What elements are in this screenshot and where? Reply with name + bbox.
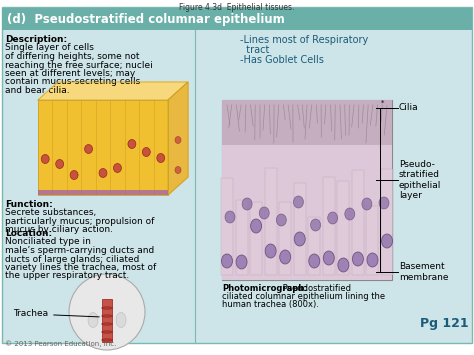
Text: variety lines the trachea, most of: variety lines the trachea, most of: [5, 263, 156, 272]
Bar: [279, 202, 291, 275]
Text: and bear cilia.: and bear cilia.: [5, 86, 70, 95]
Ellipse shape: [265, 244, 276, 258]
Ellipse shape: [236, 255, 247, 269]
Ellipse shape: [101, 307, 112, 309]
Ellipse shape: [367, 253, 378, 267]
Ellipse shape: [142, 147, 150, 157]
Text: particularly mucus; propulsion of: particularly mucus; propulsion of: [5, 217, 155, 226]
Text: Nonciliated type in: Nonciliated type in: [5, 237, 91, 246]
Text: Trachea: Trachea: [13, 310, 99, 318]
Text: Location:: Location:: [5, 229, 52, 238]
Bar: [352, 170, 364, 275]
Text: -Lines most of Respiratory: -Lines most of Respiratory: [240, 35, 368, 45]
Text: Pseudo-
stratified
epithelial
layer: Pseudo- stratified epithelial layer: [399, 160, 441, 200]
Ellipse shape: [113, 164, 121, 173]
Ellipse shape: [280, 250, 291, 264]
Ellipse shape: [309, 254, 320, 268]
Ellipse shape: [382, 234, 392, 248]
Bar: [323, 177, 335, 275]
Ellipse shape: [99, 169, 107, 178]
Text: Single layer of cells: Single layer of cells: [5, 44, 94, 53]
Ellipse shape: [55, 159, 64, 169]
Text: Cilia: Cilia: [399, 104, 419, 113]
Ellipse shape: [157, 153, 165, 163]
Bar: [222, 145, 392, 280]
Ellipse shape: [175, 137, 181, 143]
Text: reaching the free surface; nuclei: reaching the free surface; nuclei: [5, 60, 153, 70]
Bar: [38, 100, 168, 195]
Text: of differing heights, some not: of differing heights, some not: [5, 52, 139, 61]
Text: Function:: Function:: [5, 200, 53, 209]
Ellipse shape: [101, 339, 112, 341]
Ellipse shape: [70, 170, 78, 180]
Ellipse shape: [362, 198, 372, 210]
Text: Pseudostratified: Pseudostratified: [280, 284, 351, 293]
Ellipse shape: [175, 166, 181, 174]
Ellipse shape: [128, 140, 136, 148]
Text: tract: tract: [240, 45, 269, 55]
Text: ducts of large glands; ciliated: ducts of large glands; ciliated: [5, 255, 139, 263]
Text: male’s sperm-carrying ducts and: male’s sperm-carrying ducts and: [5, 246, 154, 255]
Ellipse shape: [221, 254, 233, 268]
Text: *: *: [381, 100, 384, 106]
Ellipse shape: [251, 219, 262, 233]
Ellipse shape: [101, 331, 112, 333]
Ellipse shape: [323, 251, 334, 265]
Text: ciliated columnar epithelium lining the: ciliated columnar epithelium lining the: [222, 292, 385, 301]
Text: Secrete substances,: Secrete substances,: [5, 208, 96, 218]
Ellipse shape: [338, 258, 349, 272]
Ellipse shape: [379, 197, 389, 209]
Text: Figure 4.3d  Epithelial tissues.: Figure 4.3d Epithelial tissues.: [179, 3, 295, 12]
Ellipse shape: [101, 323, 112, 325]
Text: the upper respiratory tract.: the upper respiratory tract.: [5, 272, 129, 280]
Bar: [222, 100, 392, 280]
Ellipse shape: [328, 212, 337, 224]
Ellipse shape: [88, 312, 98, 328]
Bar: [366, 206, 378, 275]
Ellipse shape: [345, 208, 355, 220]
Ellipse shape: [352, 252, 364, 266]
Text: Basement
membrane: Basement membrane: [399, 262, 448, 282]
Polygon shape: [38, 82, 188, 100]
Text: mucus by ciliary action.: mucus by ciliary action.: [5, 225, 113, 235]
Ellipse shape: [293, 196, 303, 208]
Circle shape: [69, 274, 145, 350]
Bar: [102, 299, 112, 342]
Bar: [250, 202, 262, 275]
Ellipse shape: [116, 312, 126, 328]
Ellipse shape: [84, 144, 92, 153]
Bar: [38, 190, 168, 195]
Text: contain mucus-secreting cells: contain mucus-secreting cells: [5, 77, 140, 87]
Bar: [221, 178, 233, 275]
Bar: [308, 217, 320, 275]
Ellipse shape: [259, 207, 269, 219]
Bar: [337, 181, 349, 275]
Bar: [381, 169, 393, 275]
Ellipse shape: [225, 211, 235, 223]
Ellipse shape: [242, 198, 252, 210]
Polygon shape: [168, 82, 188, 195]
Bar: [264, 168, 277, 275]
Ellipse shape: [294, 232, 305, 246]
Bar: [222, 100, 392, 145]
Text: © 2013 Pearson Education, Inc.: © 2013 Pearson Education, Inc.: [5, 340, 117, 347]
Text: Pg 121: Pg 121: [420, 317, 469, 330]
Text: seen at different levels; may: seen at different levels; may: [5, 69, 135, 78]
Text: Description:: Description:: [5, 35, 67, 44]
Text: Photomicrograph:: Photomicrograph:: [222, 284, 308, 293]
Bar: [236, 200, 247, 275]
Ellipse shape: [101, 315, 112, 317]
Text: (d)  Pseudostratified columnar epithelium: (d) Pseudostratified columnar epithelium: [7, 12, 285, 26]
Ellipse shape: [41, 154, 49, 164]
Text: -Has Goblet Cells: -Has Goblet Cells: [240, 55, 324, 65]
Ellipse shape: [310, 219, 320, 231]
Bar: [294, 183, 306, 275]
Ellipse shape: [276, 214, 286, 226]
Text: human trachea (800x).: human trachea (800x).: [222, 300, 319, 309]
Bar: [2, 8, 472, 30]
